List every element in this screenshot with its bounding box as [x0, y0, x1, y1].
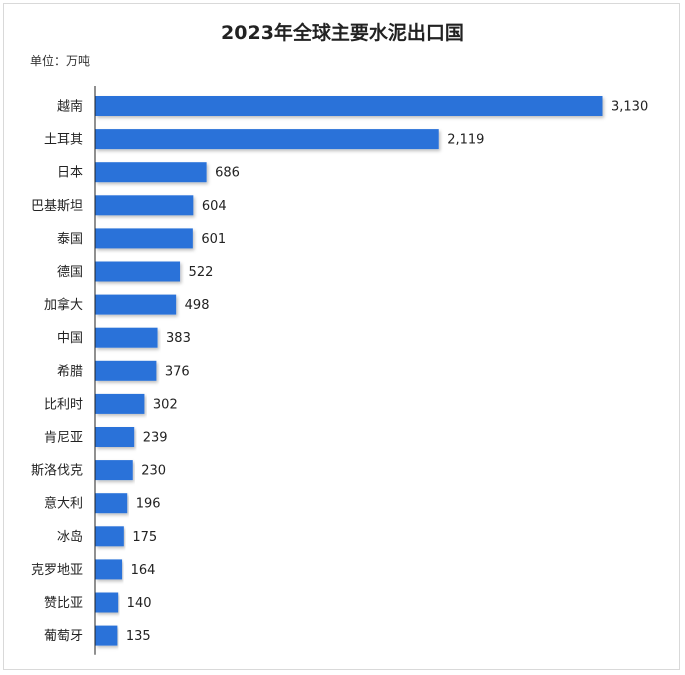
category-label-14: 克罗地亚	[31, 563, 83, 578]
unit-label: 单位：万吨	[30, 54, 91, 68]
category-label-15: 赞比亚	[44, 596, 83, 611]
bar-0	[95, 96, 603, 116]
category-label-10: 肯尼亚	[44, 431, 83, 446]
category-label-8: 希腊	[57, 364, 83, 379]
value-label-11: 230	[141, 464, 166, 479]
value-label-1: 2,119	[447, 133, 484, 148]
category-label-13: 冰岛	[57, 529, 83, 545]
value-label-10: 239	[143, 431, 168, 446]
category-label-16: 葡萄牙	[44, 629, 83, 644]
bar-5	[95, 261, 181, 282]
value-label-6: 498	[185, 298, 210, 313]
bar-11	[95, 460, 133, 481]
value-label-5: 522	[189, 265, 214, 280]
bar-6	[95, 294, 177, 315]
bar-7	[95, 327, 158, 348]
category-label-5: 德国	[57, 265, 83, 280]
value-label-0: 3,130	[611, 100, 648, 115]
bar-14	[95, 559, 123, 580]
bar-12	[95, 493, 128, 514]
category-label-2: 日本	[57, 166, 83, 181]
value-label-4: 601	[201, 232, 226, 247]
bar-16	[95, 625, 118, 646]
category-label-11: 斯洛伐克	[31, 464, 83, 479]
value-label-16: 135	[126, 629, 151, 644]
category-label-1: 土耳其	[44, 133, 83, 148]
category-label-7: 中国	[57, 331, 83, 346]
value-label-3: 604	[202, 199, 227, 214]
bar-4	[95, 228, 193, 249]
category-label-0: 越南	[57, 99, 83, 115]
bar-9	[95, 393, 145, 414]
value-label-2: 686	[215, 166, 240, 181]
category-label-6: 加拿大	[44, 297, 83, 313]
bar-3	[95, 195, 194, 216]
category-label-12: 意大利	[44, 496, 83, 512]
value-label-13: 175	[132, 530, 157, 545]
value-label-14: 164	[131, 563, 156, 578]
value-label-7: 383	[166, 331, 191, 346]
bar-15	[95, 592, 119, 613]
bar-13	[95, 526, 124, 547]
category-label-3: 巴基斯坦	[31, 199, 83, 214]
chart-title: 2023年全球主要水泥出口国	[221, 22, 464, 44]
value-label-15: 140	[127, 596, 152, 611]
bar-10	[95, 427, 135, 447]
bar-2	[95, 162, 207, 183]
category-label-4: 泰国	[57, 232, 83, 247]
bar-1	[95, 129, 439, 150]
value-label-8: 376	[165, 364, 190, 379]
category-label-9: 比利时	[44, 397, 83, 412]
value-label-9: 302	[153, 397, 178, 412]
value-label-12: 196	[136, 497, 161, 512]
bar-8	[95, 360, 157, 381]
